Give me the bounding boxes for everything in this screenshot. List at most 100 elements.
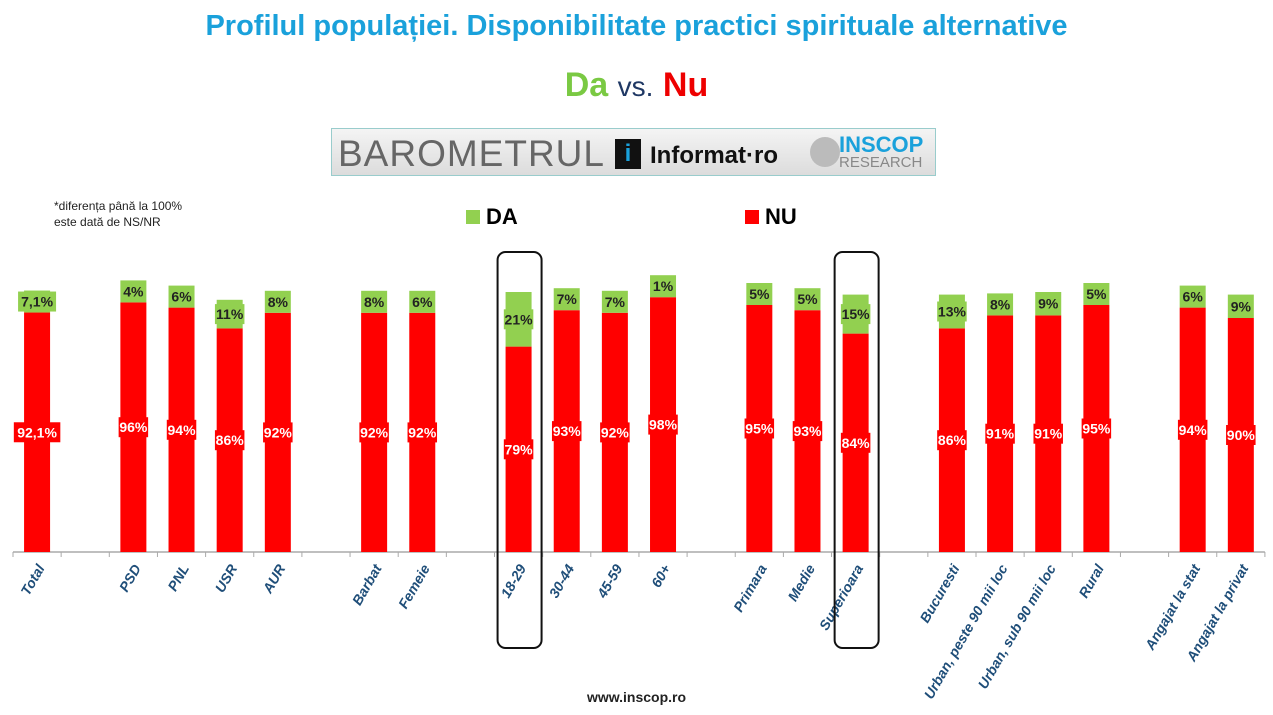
label-bg bbox=[796, 289, 818, 310]
logo-barometrul: BAROMETRUL bbox=[338, 133, 605, 174]
da-value-label: 13% bbox=[938, 304, 967, 320]
category-label: Medie bbox=[784, 561, 818, 604]
logo-inscop: INSCOP bbox=[839, 132, 924, 157]
label-bg bbox=[648, 414, 678, 435]
label-bg bbox=[551, 421, 582, 442]
da-value-label: 5% bbox=[749, 286, 770, 302]
category-label: Femeie bbox=[395, 561, 433, 611]
da-value-label: 7% bbox=[557, 291, 578, 307]
da-value-label: 15% bbox=[842, 306, 871, 322]
subtitle-nu: Nu bbox=[662, 66, 709, 104]
label-bg bbox=[840, 432, 871, 453]
da-value-label: 6% bbox=[171, 289, 192, 305]
informat-icon: i bbox=[615, 139, 641, 169]
label-bg bbox=[166, 419, 197, 440]
da-value-label: 21% bbox=[505, 311, 534, 327]
category-label: 18-29 bbox=[497, 561, 529, 600]
category-label: 60+ bbox=[648, 562, 674, 591]
nu-value-label: 93% bbox=[553, 423, 582, 439]
label-bg bbox=[1037, 293, 1059, 314]
nu-value-label: 95% bbox=[745, 421, 774, 437]
label-bg bbox=[267, 291, 289, 312]
label-bg bbox=[359, 422, 389, 443]
da-value-label: 8% bbox=[364, 294, 385, 310]
label-bg bbox=[214, 304, 245, 325]
da-value-label: 6% bbox=[1183, 289, 1204, 305]
legend-label: DA bbox=[486, 204, 518, 229]
category-label: 45-59 bbox=[593, 561, 625, 601]
label-bg bbox=[652, 276, 674, 297]
highlight-box bbox=[496, 251, 543, 649]
da-value-label: 8% bbox=[990, 296, 1011, 312]
label-bg bbox=[556, 289, 578, 310]
label-bg bbox=[1182, 286, 1204, 307]
category-label: USR bbox=[212, 561, 241, 595]
da-value-label: 5% bbox=[1086, 286, 1107, 302]
category-label: PSD bbox=[116, 562, 144, 595]
note-line: este dată de NS/NR bbox=[54, 215, 161, 229]
nu-value-label: 86% bbox=[938, 432, 967, 448]
category-label: AUR bbox=[259, 561, 289, 597]
da-value-label: 6% bbox=[412, 294, 433, 310]
label-bg bbox=[1177, 419, 1208, 440]
category-label: Bucuresti bbox=[916, 561, 963, 626]
barometer-logo: BAROMETRUL i Informat·ro INSCOP RESEARCH bbox=[331, 128, 936, 176]
legend-da: DA bbox=[466, 204, 518, 230]
label-bg bbox=[985, 423, 1015, 444]
label-bg bbox=[604, 291, 626, 312]
label-bg bbox=[503, 439, 534, 460]
inscop-circle-icon bbox=[810, 137, 840, 167]
note-line: *diferența până la 100% bbox=[54, 199, 183, 213]
nu-value-label: 86% bbox=[216, 432, 245, 448]
category-label: Urban, peste 90 mii loc bbox=[921, 561, 1011, 701]
label-bg bbox=[1081, 418, 1112, 439]
label-bg bbox=[18, 291, 57, 312]
highlight-box bbox=[833, 251, 880, 649]
da-value-label: 1% bbox=[653, 278, 674, 294]
label-bg bbox=[263, 422, 293, 443]
nu-value-label: 84% bbox=[842, 435, 871, 451]
nu-value-label: 92% bbox=[264, 424, 293, 440]
nu-value-label: 91% bbox=[986, 426, 1015, 442]
nu-value-label: 95% bbox=[1082, 421, 1111, 437]
nu-value-label: 94% bbox=[168, 422, 197, 438]
nu-value-label: 92,1% bbox=[17, 424, 57, 440]
label-bg bbox=[1033, 423, 1063, 444]
da-value-label: 8% bbox=[268, 294, 289, 310]
nu-value-label: 92% bbox=[360, 424, 389, 440]
label-bg bbox=[937, 430, 967, 451]
da-value-label: 11% bbox=[216, 306, 244, 322]
subtitle-vs: vs. bbox=[617, 71, 654, 102]
da-value-label: 9% bbox=[1231, 298, 1252, 314]
label-bg bbox=[840, 304, 871, 325]
label-bg bbox=[171, 286, 193, 307]
label-bg bbox=[792, 421, 823, 442]
nu-value-label: 94% bbox=[1179, 422, 1208, 438]
label-bg bbox=[407, 422, 438, 443]
label-bg bbox=[937, 301, 967, 322]
da-value-label: 9% bbox=[1038, 296, 1059, 312]
category-label: Barbat bbox=[349, 560, 386, 608]
label-bg bbox=[989, 294, 1011, 315]
label-bg bbox=[600, 422, 630, 443]
label-bg bbox=[1230, 296, 1252, 317]
footnote: *diferența până la 100% este dată de NS/N… bbox=[54, 198, 182, 230]
category-label: Superioara bbox=[816, 561, 867, 633]
label-bg bbox=[1085, 284, 1107, 304]
label-bg bbox=[1226, 425, 1256, 445]
footer-url: www.inscop.ro bbox=[586, 689, 687, 705]
label-bg bbox=[214, 430, 245, 451]
category-label: Rural bbox=[1075, 561, 1107, 601]
subtitle-da: Da bbox=[564, 66, 609, 104]
label-bg bbox=[122, 281, 144, 302]
nu-value-label: 96% bbox=[119, 419, 148, 435]
nu-value-label: 79% bbox=[505, 441, 534, 457]
page-title: Profilul populației. Disponibilitate pra… bbox=[205, 10, 1068, 42]
da-value-label: 4% bbox=[123, 283, 144, 299]
category-label: PNL bbox=[164, 562, 192, 594]
da-value-label: 5% bbox=[797, 291, 818, 307]
category-label: Primara bbox=[730, 561, 770, 614]
label-bg bbox=[411, 291, 433, 312]
nu-value-label: 92% bbox=[601, 424, 630, 440]
da-value-label: 7,1% bbox=[21, 294, 53, 310]
